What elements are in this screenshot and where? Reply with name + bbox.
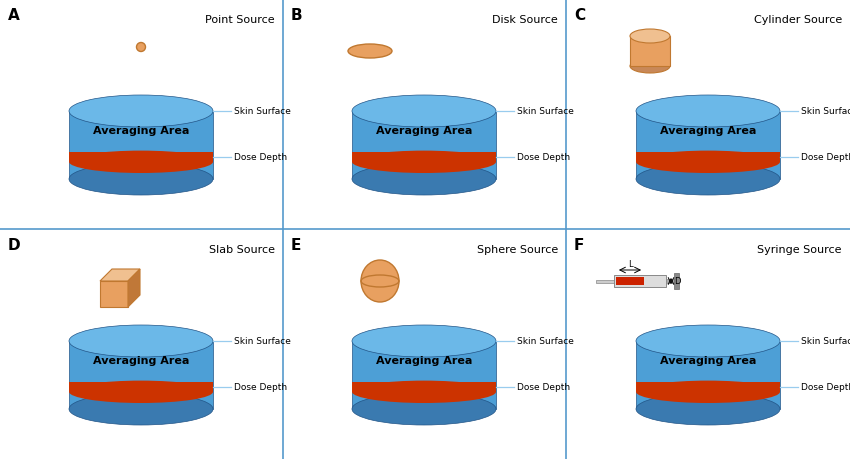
Text: Dose Depth: Dose Depth xyxy=(801,153,850,162)
Text: C: C xyxy=(574,8,585,23)
Bar xyxy=(674,274,679,289)
Text: D: D xyxy=(8,237,20,252)
Ellipse shape xyxy=(69,393,213,425)
Text: F: F xyxy=(574,237,584,252)
Ellipse shape xyxy=(636,381,780,403)
Text: Slab Source: Slab Source xyxy=(209,245,275,254)
Ellipse shape xyxy=(630,30,670,44)
Text: Dose Depth: Dose Depth xyxy=(517,382,570,392)
Text: Dose Depth: Dose Depth xyxy=(801,382,850,392)
Text: Averaging Area: Averaging Area xyxy=(660,355,756,365)
Text: B: B xyxy=(291,8,303,23)
Ellipse shape xyxy=(636,96,780,128)
Bar xyxy=(636,152,780,162)
Ellipse shape xyxy=(636,325,780,357)
Text: Skin Surface: Skin Surface xyxy=(517,107,574,116)
Ellipse shape xyxy=(636,393,780,425)
Bar xyxy=(636,112,780,179)
Ellipse shape xyxy=(361,260,399,302)
Bar xyxy=(596,280,616,283)
Bar xyxy=(352,112,496,179)
Ellipse shape xyxy=(352,381,496,403)
Bar xyxy=(614,275,666,287)
Polygon shape xyxy=(128,269,140,308)
Bar xyxy=(69,152,213,162)
Text: E: E xyxy=(291,237,302,252)
Bar xyxy=(69,382,213,392)
Text: A: A xyxy=(8,8,20,23)
Text: Dose Depth: Dose Depth xyxy=(517,153,570,162)
Ellipse shape xyxy=(636,151,780,174)
Polygon shape xyxy=(100,269,140,281)
Ellipse shape xyxy=(69,151,213,174)
Bar xyxy=(69,112,213,179)
Text: Averaging Area: Averaging Area xyxy=(660,126,756,136)
Text: Point Source: Point Source xyxy=(206,15,275,25)
Text: Averaging Area: Averaging Area xyxy=(93,355,190,365)
Text: Skin Surface: Skin Surface xyxy=(801,337,850,346)
Ellipse shape xyxy=(352,393,496,425)
Ellipse shape xyxy=(348,45,392,59)
Bar xyxy=(352,341,496,409)
Ellipse shape xyxy=(630,60,670,74)
Ellipse shape xyxy=(137,44,145,52)
Text: Dose Depth: Dose Depth xyxy=(234,153,287,162)
Text: Cylinder Source: Cylinder Source xyxy=(754,15,842,25)
Ellipse shape xyxy=(636,164,780,196)
Text: Skin Surface: Skin Surface xyxy=(234,337,291,346)
Text: D: D xyxy=(674,277,681,286)
Ellipse shape xyxy=(352,164,496,196)
Bar xyxy=(616,277,644,285)
Ellipse shape xyxy=(69,96,213,128)
Ellipse shape xyxy=(352,96,496,128)
Ellipse shape xyxy=(69,325,213,357)
Bar xyxy=(636,382,780,392)
Text: Skin Surface: Skin Surface xyxy=(517,337,574,346)
Bar xyxy=(636,341,780,409)
Bar xyxy=(69,341,213,409)
Text: L: L xyxy=(627,259,632,269)
Text: Averaging Area: Averaging Area xyxy=(376,126,473,136)
Text: Skin Surface: Skin Surface xyxy=(234,107,291,116)
Text: Averaging Area: Averaging Area xyxy=(93,126,190,136)
Bar xyxy=(100,281,128,308)
Bar xyxy=(352,152,496,162)
Text: Averaging Area: Averaging Area xyxy=(376,355,473,365)
Bar xyxy=(630,37,670,67)
Ellipse shape xyxy=(352,151,496,174)
Ellipse shape xyxy=(69,381,213,403)
Ellipse shape xyxy=(69,164,213,196)
Text: Disk Source: Disk Source xyxy=(492,15,558,25)
Bar xyxy=(352,382,496,392)
Text: Sphere Source: Sphere Source xyxy=(477,245,558,254)
Bar xyxy=(666,280,676,283)
Text: Syringe Source: Syringe Source xyxy=(757,245,842,254)
Text: Dose Depth: Dose Depth xyxy=(234,382,287,392)
Ellipse shape xyxy=(352,325,496,357)
Text: Skin Surface: Skin Surface xyxy=(801,107,850,116)
